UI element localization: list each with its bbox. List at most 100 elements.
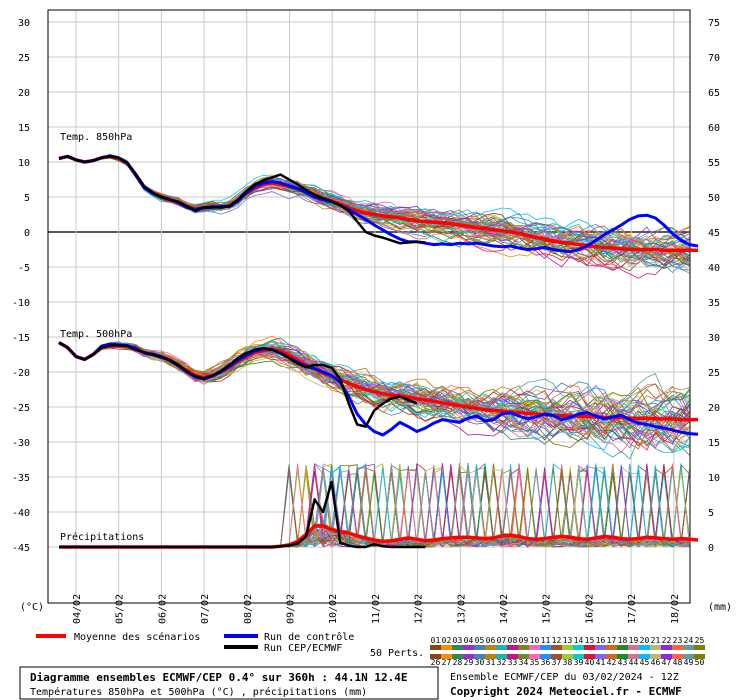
right-tick-label: 50 (708, 193, 720, 204)
perturbation-swatch (683, 654, 694, 659)
perturbation-id: 50 (695, 658, 705, 667)
left-axis-unit: (°C) (20, 602, 44, 613)
perturbation-swatch (672, 654, 683, 659)
perturbation-id: 26 (431, 658, 441, 667)
perturbation-swatch (683, 645, 694, 650)
perturbation-id: 02 (442, 636, 452, 645)
perturbation-id: 13 (563, 636, 573, 645)
series-line-t850-2 (58, 155, 426, 245)
perturbation-id: 30 (475, 658, 485, 667)
perturbation-id: 48 (673, 658, 683, 667)
perturbation-swatch (485, 645, 496, 650)
title-box (19, 666, 439, 700)
perturbation-id: 09 (519, 636, 529, 645)
x-tick-label: 14/02 (499, 594, 510, 624)
left-tick-label: -20 (12, 368, 30, 379)
right-tick-label: 10 (708, 473, 720, 484)
perturbation-swatch (617, 654, 628, 659)
ensemble-member-t500 (58, 342, 690, 454)
x-tick-label: 04/02 (72, 594, 83, 624)
x-tick-label: 06/02 (157, 594, 168, 624)
x-tick-label: 18/02 (670, 594, 681, 624)
perturbation-swatch (672, 645, 683, 650)
x-tick-label: 08/02 (243, 594, 254, 624)
right-tick-label: 70 (708, 53, 720, 64)
ensemble-member-t500 (58, 342, 690, 433)
perturbations-label: 50 Perts. (370, 648, 424, 659)
x-tick-label: 10/02 (328, 594, 339, 624)
perturbation-swatch (474, 654, 485, 659)
plot-frame (47, 9, 691, 604)
perturbation-id: 16 (596, 636, 606, 645)
legend-label-mean: Moyenne des scénarios (74, 631, 200, 643)
perturbation-swatch (540, 645, 551, 650)
perturbation-id: 39 (574, 658, 584, 667)
left-tick-label: -40 (12, 508, 30, 519)
perturbation-swatch (573, 645, 584, 650)
perturbation-swatch (540, 654, 551, 659)
perturbation-swatch (639, 645, 650, 650)
legend-label-oper: Run CEP/ECMWF (264, 643, 342, 654)
perturbation-swatch (573, 654, 584, 659)
left-tick-label: 10 (18, 158, 30, 169)
right-tick-label: 35 (708, 298, 720, 309)
left-tick-label: 30 (18, 18, 30, 29)
perturbation-id: 28 (453, 658, 463, 667)
perturbation-swatch (518, 654, 529, 659)
x-tick-label: 07/02 (200, 594, 211, 624)
perturbation-id: 40 (585, 658, 595, 667)
perturbation-id: 34 (519, 658, 529, 667)
perturbation-swatch (606, 645, 617, 650)
perturbation-id: 11 (541, 636, 551, 645)
x-tick-label: 12/02 (414, 594, 425, 624)
perturbation-swatch (441, 654, 452, 659)
perturbation-id: 27 (442, 658, 452, 667)
perturbation-swatch (529, 654, 540, 659)
perturbation-id: 41 (596, 658, 606, 667)
left-tick-label: -15 (12, 333, 30, 344)
chart-title: Diagramme ensembles ECMWF/CEP 0.4° sur 3… (30, 671, 408, 684)
perturbation-swatch (628, 645, 639, 650)
perturbation-id: 25 (695, 636, 705, 645)
perturbation-swatch (430, 654, 441, 659)
left-tick-label: -5 (18, 263, 30, 274)
perturbation-swatch (529, 645, 540, 650)
perturbation-swatch (518, 645, 529, 650)
perturbation-id: 49 (684, 658, 694, 667)
right-tick-label: 65 (708, 88, 720, 99)
perturbation-id: 43 (618, 658, 628, 667)
perturbation-id: 44 (629, 658, 639, 667)
perturbation-id: 29 (464, 658, 474, 667)
perturbation-swatch (474, 645, 485, 650)
panel-label-t850: Temp. 850hPa (60, 132, 132, 143)
perturbation-id: 15 (585, 636, 595, 645)
series-line-t500-2 (58, 341, 418, 428)
panel-label-t500: Temp. 500hPa (60, 329, 132, 340)
perturbation-swatch (694, 645, 705, 650)
perturbation-id: 36 (541, 658, 551, 667)
perturbation-swatch (617, 645, 628, 650)
perturbation-id: 45 (640, 658, 650, 667)
perturbation-id: 12 (552, 636, 562, 645)
perturbation-swatch (452, 645, 463, 650)
main-series (58, 154, 699, 549)
left-tick-label: -45 (12, 543, 30, 554)
perturbation-swatch (496, 654, 507, 659)
perturbation-swatch (441, 645, 452, 650)
right-tick-label: 55 (708, 158, 720, 169)
perturbation-id: 20 (640, 636, 650, 645)
ensemble-member-t500 (58, 342, 690, 447)
x-tick-label: 16/02 (584, 594, 595, 624)
copyright: Copyright 2024 Meteociel.fr - ECMWF (450, 685, 682, 698)
right-tick-label: 5 (708, 508, 714, 519)
perturbation-swatch (639, 654, 650, 659)
left-tick-label: -35 (12, 473, 30, 484)
right-tick-label: 60 (708, 123, 720, 134)
perturbation-swatch (584, 645, 595, 650)
source-line: Ensemble ECMWF/CEP du 03/02/2024 - 12Z (450, 672, 679, 683)
perturbation-swatch (496, 645, 507, 650)
perturbation-id: 31 (486, 658, 496, 667)
perturbation-id: 46 (651, 658, 661, 667)
perturbation-swatch (650, 654, 661, 659)
